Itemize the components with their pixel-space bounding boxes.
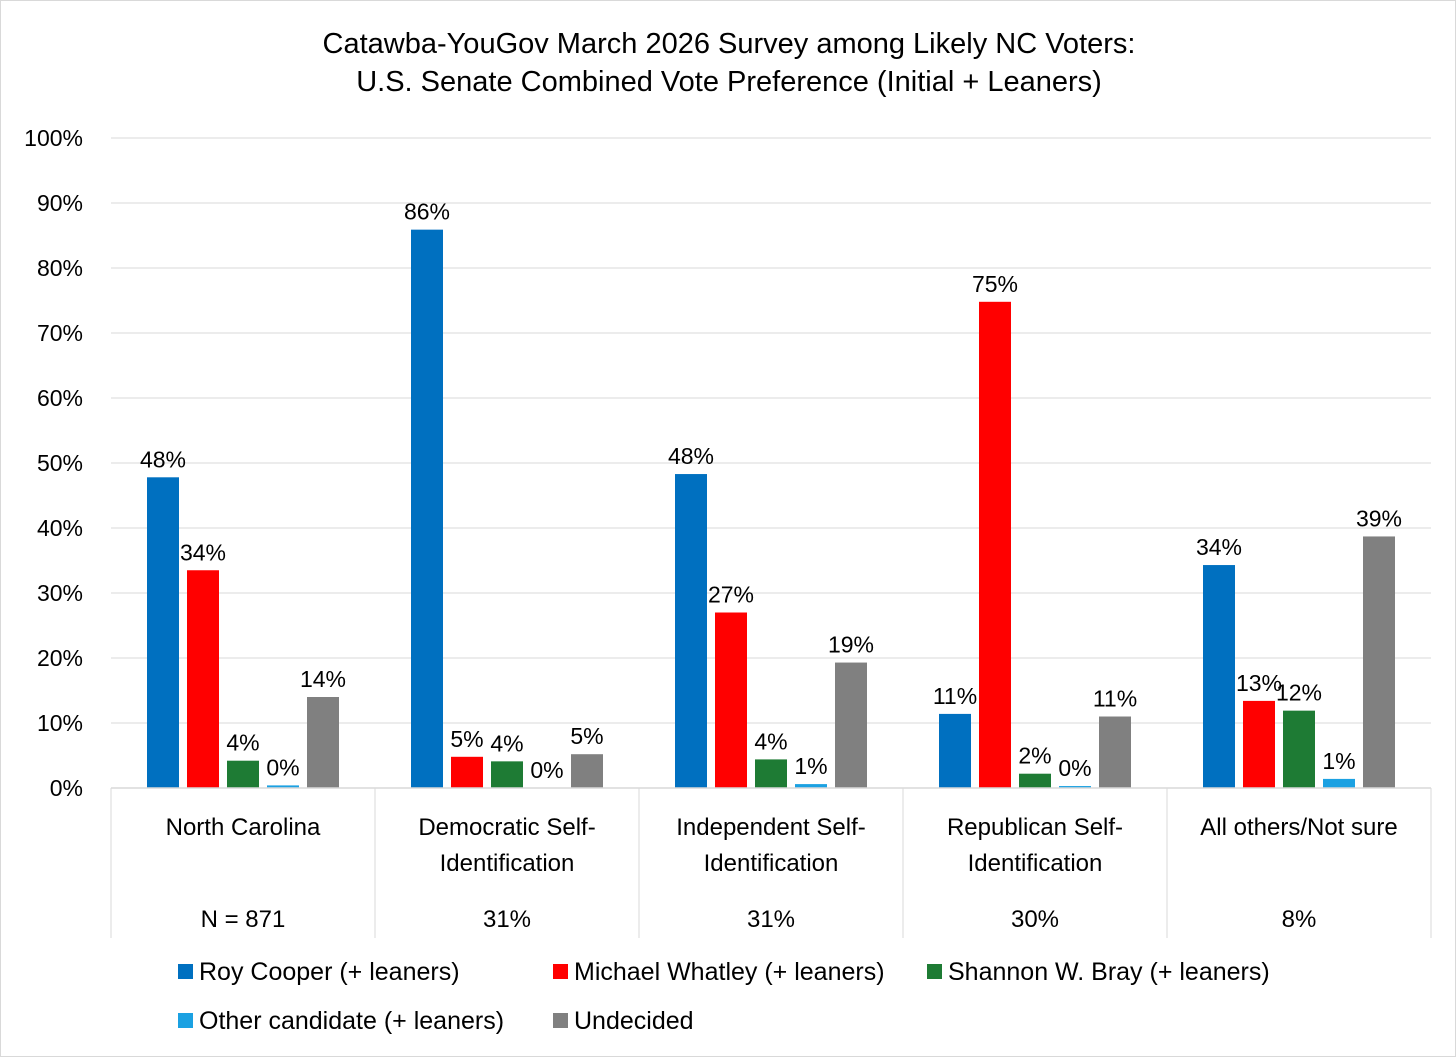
legend-label: Other candidate (+ leaners) — [199, 1007, 504, 1035]
data-label: 5% — [570, 723, 603, 749]
x-sub-label: 31% — [483, 906, 531, 933]
bar — [451, 756, 483, 788]
data-label: 0% — [266, 754, 299, 780]
bar — [491, 761, 523, 788]
data-label: 34% — [180, 539, 226, 565]
bar — [1243, 700, 1275, 788]
x-tick-label: Independent Self- — [676, 814, 865, 841]
legend-swatch — [178, 964, 193, 979]
y-tick-label: 50% — [37, 450, 83, 476]
legend-swatch — [927, 964, 942, 979]
bar — [307, 697, 339, 788]
legend-label: Shannon W. Bray (+ leaners) — [948, 958, 1270, 986]
chart-title-line: U.S. Senate Combined Vote Preference (In… — [356, 66, 1102, 98]
x-sub-label: 31% — [747, 906, 795, 933]
data-label: 27% — [708, 582, 754, 608]
data-label: 48% — [140, 446, 186, 472]
x-tick-label: All others/Not sure — [1200, 814, 1397, 841]
data-label: 48% — [668, 443, 714, 469]
bar — [979, 301, 1011, 788]
x-tick-label: Identification — [704, 850, 839, 877]
legend-swatch — [178, 1013, 193, 1028]
bar — [939, 713, 971, 788]
legend-label: Undecided — [574, 1007, 694, 1035]
bar — [411, 229, 443, 788]
y-tick-label: 10% — [37, 710, 83, 736]
data-label: 4% — [754, 728, 787, 754]
data-label: 12% — [1276, 680, 1322, 706]
data-label: 75% — [972, 271, 1018, 297]
y-tick-label: 90% — [37, 190, 83, 216]
data-label: 86% — [404, 199, 450, 225]
bars — [147, 229, 1395, 788]
data-label: 1% — [794, 753, 827, 779]
data-label: 13% — [1236, 670, 1282, 696]
y-tick-label: 0% — [50, 775, 83, 801]
y-tick-label: 70% — [37, 320, 83, 346]
x-tick-label: Identification — [440, 850, 575, 877]
bar — [1203, 565, 1235, 788]
x-axis: North Carolina N = 871 Democratic Self- Ide… — [110, 787, 1432, 938]
y-tick-label: 60% — [37, 385, 83, 411]
bar — [1059, 786, 1091, 788]
data-label: 39% — [1356, 505, 1402, 531]
x-sub-label: N = 871 — [201, 906, 286, 933]
bar — [147, 477, 179, 788]
bar — [1283, 710, 1315, 788]
data-label: 5% — [450, 726, 483, 752]
data-label: 34% — [1196, 534, 1242, 560]
bar — [795, 784, 827, 788]
y-tick-label: 20% — [37, 645, 83, 671]
bar — [227, 760, 259, 788]
x-sub-label: 8% — [1282, 906, 1317, 933]
data-label: 0% — [530, 757, 563, 783]
data-label: 11% — [1093, 686, 1137, 712]
y-tick-label: 30% — [37, 580, 83, 606]
data-label: 1% — [1322, 748, 1355, 774]
bar — [571, 754, 603, 788]
bar — [187, 570, 219, 788]
x-sub-label: 30% — [1011, 906, 1059, 933]
y-axis-tick-labels: 0% 10% 20% 30% 40% 50% 60% 70% 80% 90% 100% — [24, 125, 83, 801]
data-label: 11% — [933, 683, 977, 709]
x-tick-label: Democratic Self- — [418, 814, 595, 841]
bar — [267, 785, 299, 788]
y-tick-label: 40% — [37, 515, 83, 541]
data-label: 14% — [300, 666, 346, 692]
data-label: 4% — [490, 730, 523, 756]
bar — [1363, 536, 1395, 788]
legend-swatch — [553, 964, 568, 979]
gridlines — [111, 137, 1431, 724]
legend-label: Roy Cooper (+ leaners) — [199, 958, 460, 986]
x-tick-label: Identification — [968, 850, 1103, 877]
data-label: 19% — [828, 632, 874, 658]
y-tick-label: 80% — [37, 255, 83, 281]
data-label: 4% — [226, 730, 259, 756]
data-labels: 48% 34% 4% 0% 14% 86% 5% 4% 0% 5% 48% 27% 4% 1% 19% 11%… — [140, 199, 1402, 783]
y-tick-label: 100% — [24, 125, 83, 151]
bar — [835, 662, 867, 788]
x-tick-label: Republican Self- — [947, 814, 1123, 841]
legend-label: Michael Whatley (+ leaners) — [574, 958, 885, 986]
bar — [1099, 716, 1131, 788]
bar — [1019, 773, 1051, 788]
data-label: 2% — [1018, 743, 1051, 769]
x-tick-label: North Carolina — [166, 814, 321, 841]
bar — [755, 759, 787, 788]
chart-title: Catawba-YouGov March 2026 Survey among L… — [323, 28, 1136, 98]
bar — [1323, 778, 1355, 788]
bar — [715, 612, 747, 788]
legend-swatch — [553, 1013, 568, 1028]
bar — [675, 474, 707, 788]
data-label: 0% — [1058, 755, 1091, 781]
legend: Roy Cooper (+ leaners) Michael Whatley (+… — [178, 958, 1270, 1035]
chart-title-line: Catawba-YouGov March 2026 Survey among L… — [323, 28, 1136, 60]
